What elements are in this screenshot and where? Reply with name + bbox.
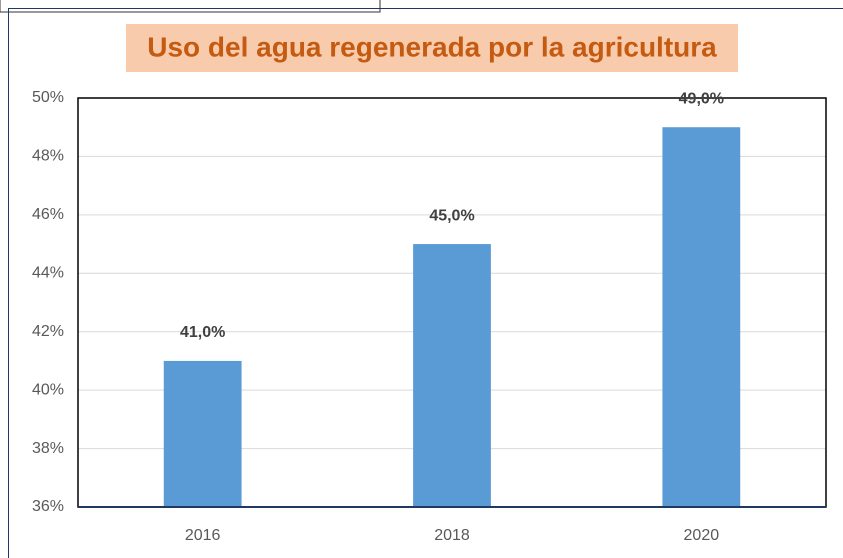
x-tick-label: 2016 [185,527,221,544]
data-label: 49,0% [679,90,724,107]
data-label: 41,0% [180,324,225,341]
bar [413,244,491,508]
y-tick-label: 36% [32,498,64,515]
chart-title: Uso del agua regenerada por la agricultu… [147,31,717,62]
x-tick-label: 2018 [434,527,470,544]
y-tick-label: 42% [32,323,64,340]
y-tick-label: 50% [32,89,64,106]
bar [662,127,741,507]
x-tick-label: 2020 [684,527,720,544]
y-tick-label: 40% [32,381,64,398]
y-tick-label: 38% [32,440,64,457]
y-tick-label: 44% [32,265,64,282]
embedded-frame [0,0,381,13]
title-background [126,24,738,72]
bar [163,360,242,507]
data-label: 45,0% [429,207,474,224]
y-tick-label: 48% [32,148,64,165]
y-tick-label: 46% [32,206,64,223]
chart-border [8,8,843,558]
